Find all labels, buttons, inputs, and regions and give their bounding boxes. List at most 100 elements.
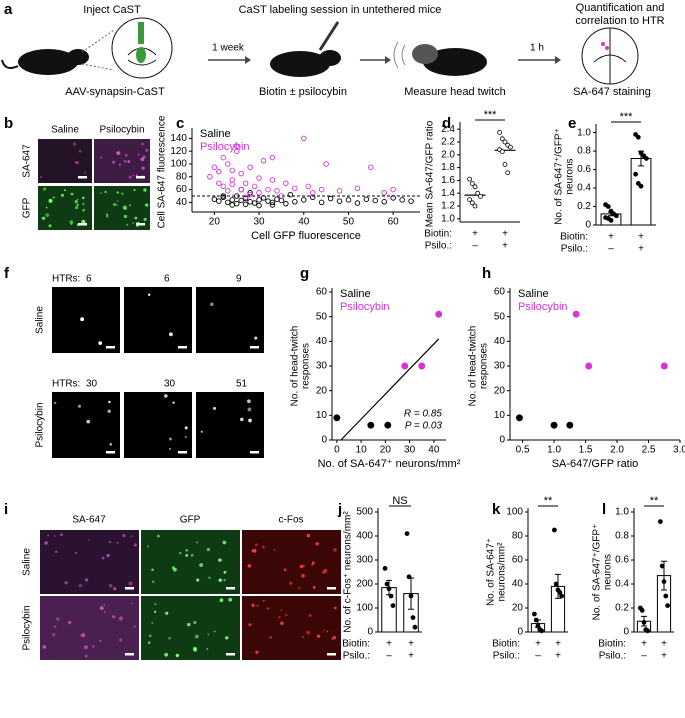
point	[550, 421, 558, 429]
point	[216, 180, 222, 186]
image-cell	[112, 615, 116, 619]
image-cell	[70, 192, 74, 196]
data-point	[658, 519, 663, 524]
image-cell	[78, 583, 83, 588]
point	[309, 190, 316, 196]
interval: 1 h	[530, 43, 544, 54]
image-cell	[311, 561, 315, 565]
point	[278, 193, 285, 199]
y-tick-label: 10	[494, 410, 506, 421]
condition-sign: +	[386, 639, 392, 650]
data-point	[505, 170, 511, 176]
image-cell	[80, 317, 85, 322]
point	[301, 197, 307, 203]
htr-count: 51	[236, 379, 248, 390]
y-axis-label: No. of head-twitch	[468, 326, 479, 407]
scale-bar	[327, 653, 336, 656]
step-caption: SA-647 staining	[573, 86, 651, 98]
point	[274, 196, 280, 202]
image-cell	[123, 214, 127, 219]
y-axis-label: Cell SA-647 fluorescence	[157, 115, 168, 228]
image-cell	[173, 567, 177, 572]
y-tick-label: 0.4	[615, 579, 629, 590]
scale-bar	[78, 176, 87, 179]
data-point	[608, 208, 614, 214]
image-cell	[74, 551, 77, 555]
scale-bar	[106, 451, 115, 454]
scale-bar	[250, 346, 259, 349]
y-tick-label: 0	[517, 627, 523, 638]
image-cell	[126, 223, 129, 226]
condition-label: Psilo.:	[493, 651, 520, 662]
column-label: SA-647	[72, 515, 106, 526]
image-cell	[108, 400, 111, 404]
image-cell	[39, 175, 43, 179]
point	[225, 188, 231, 194]
point	[251, 183, 258, 190]
y-tick-label: 2.0	[441, 149, 455, 160]
image-cell	[43, 187, 47, 191]
row-label: GFP	[22, 197, 33, 218]
point	[384, 421, 392, 429]
data-point	[614, 213, 619, 219]
significance: ***	[620, 111, 634, 123]
significance: **	[650, 495, 659, 507]
point	[435, 310, 443, 318]
data-point	[406, 574, 412, 580]
image-cell	[116, 200, 119, 202]
point	[211, 196, 218, 202]
image-cell	[128, 581, 133, 586]
image-cell	[273, 548, 276, 551]
x-axis-label: SA-647/GFP ratio	[552, 458, 639, 470]
point	[207, 174, 213, 180]
data-point	[384, 581, 390, 587]
image-cell	[164, 652, 169, 657]
image-cell	[52, 196, 55, 199]
htr-label: HTRs:	[52, 379, 80, 390]
point	[372, 197, 379, 204]
y-tick-label: 80	[176, 171, 188, 182]
data-point	[408, 593, 414, 599]
image-cell	[118, 638, 123, 642]
micrograph	[52, 392, 120, 458]
data-point	[472, 203, 478, 209]
image-cell	[101, 556, 105, 560]
y-tick-label: 100	[356, 603, 373, 614]
micrograph	[141, 530, 240, 594]
x-tick-label: 30	[404, 445, 416, 456]
image-cell	[137, 153, 140, 156]
data-point	[661, 579, 667, 584]
image-cell	[143, 217, 147, 222]
point	[247, 191, 253, 198]
micrograph	[94, 139, 150, 183]
data-point	[639, 608, 645, 613]
x-tick-label: 30	[253, 217, 265, 228]
point	[220, 193, 227, 199]
data-point	[507, 144, 513, 150]
image-cell	[82, 196, 85, 200]
y-axis-label: responses	[301, 343, 312, 389]
point	[216, 168, 222, 175]
data-point	[608, 217, 614, 223]
micrograph	[40, 596, 139, 660]
image-cell	[64, 580, 68, 585]
image-cell	[223, 570, 227, 574]
fit-line	[340, 338, 440, 441]
point	[323, 161, 329, 167]
x-tick-label: 60	[388, 217, 400, 228]
y-tick-label: 20	[512, 603, 524, 614]
point	[381, 199, 387, 205]
image-cell	[146, 545, 149, 548]
column-label: c-Fos	[279, 515, 304, 526]
image-cell	[115, 203, 118, 206]
image-cell	[133, 625, 136, 628]
data-point	[638, 150, 644, 156]
image-cell	[254, 336, 258, 340]
image-cell	[92, 645, 95, 648]
image-cell	[200, 430, 203, 433]
scale-bar	[178, 451, 187, 454]
scale-bar	[178, 346, 187, 349]
y-tick-label: 300	[356, 555, 373, 566]
point	[211, 164, 218, 170]
